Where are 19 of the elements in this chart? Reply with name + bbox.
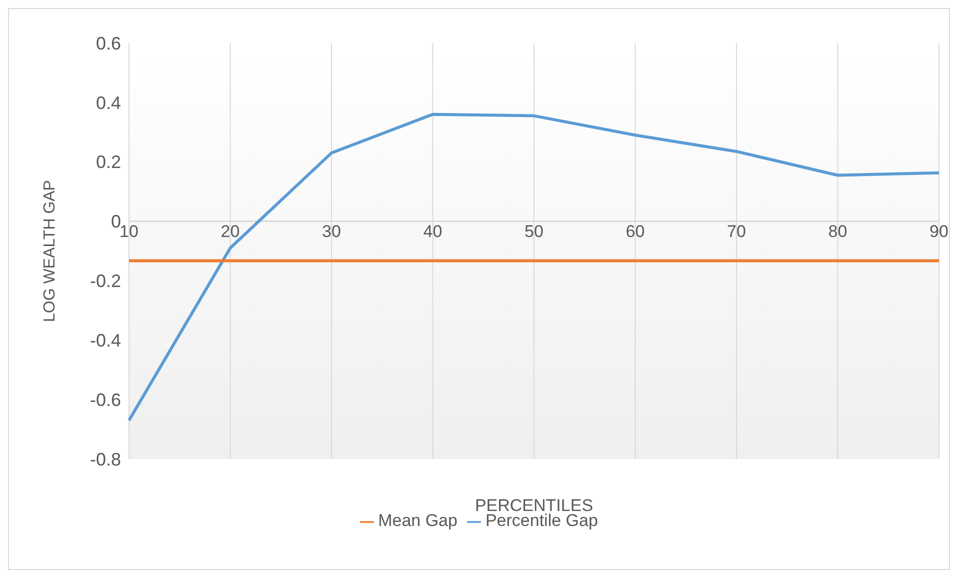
y-tick-label: -0.4: [90, 330, 121, 351]
y-tick-label: 0.2: [96, 152, 121, 172]
x-tick-label: 20: [220, 222, 240, 241]
x-tick-label: 80: [828, 222, 848, 241]
legend-label: Mean Gap: [378, 511, 458, 530]
y-tick-label: -0.6: [90, 390, 121, 410]
x-tick-label: 90: [930, 222, 948, 241]
y-tick-label: 0.6: [96, 33, 121, 54]
x-tick-label: 60: [626, 222, 645, 241]
y-tick-label: 0.4: [96, 92, 121, 113]
x-tick-label: 50: [524, 222, 544, 241]
x-tick-label: 10: [120, 222, 138, 241]
x-tick-label: 70: [727, 222, 746, 241]
y-axis-title: LOG WEALTH GAP: [42, 180, 59, 322]
x-tick-label: 30: [322, 222, 341, 241]
x-tick-label: 40: [423, 222, 442, 241]
y-tick-label: -0.8: [90, 449, 121, 470]
y-tick-label: -0.2: [90, 271, 121, 292]
y-tick-label: 0: [110, 212, 121, 232]
